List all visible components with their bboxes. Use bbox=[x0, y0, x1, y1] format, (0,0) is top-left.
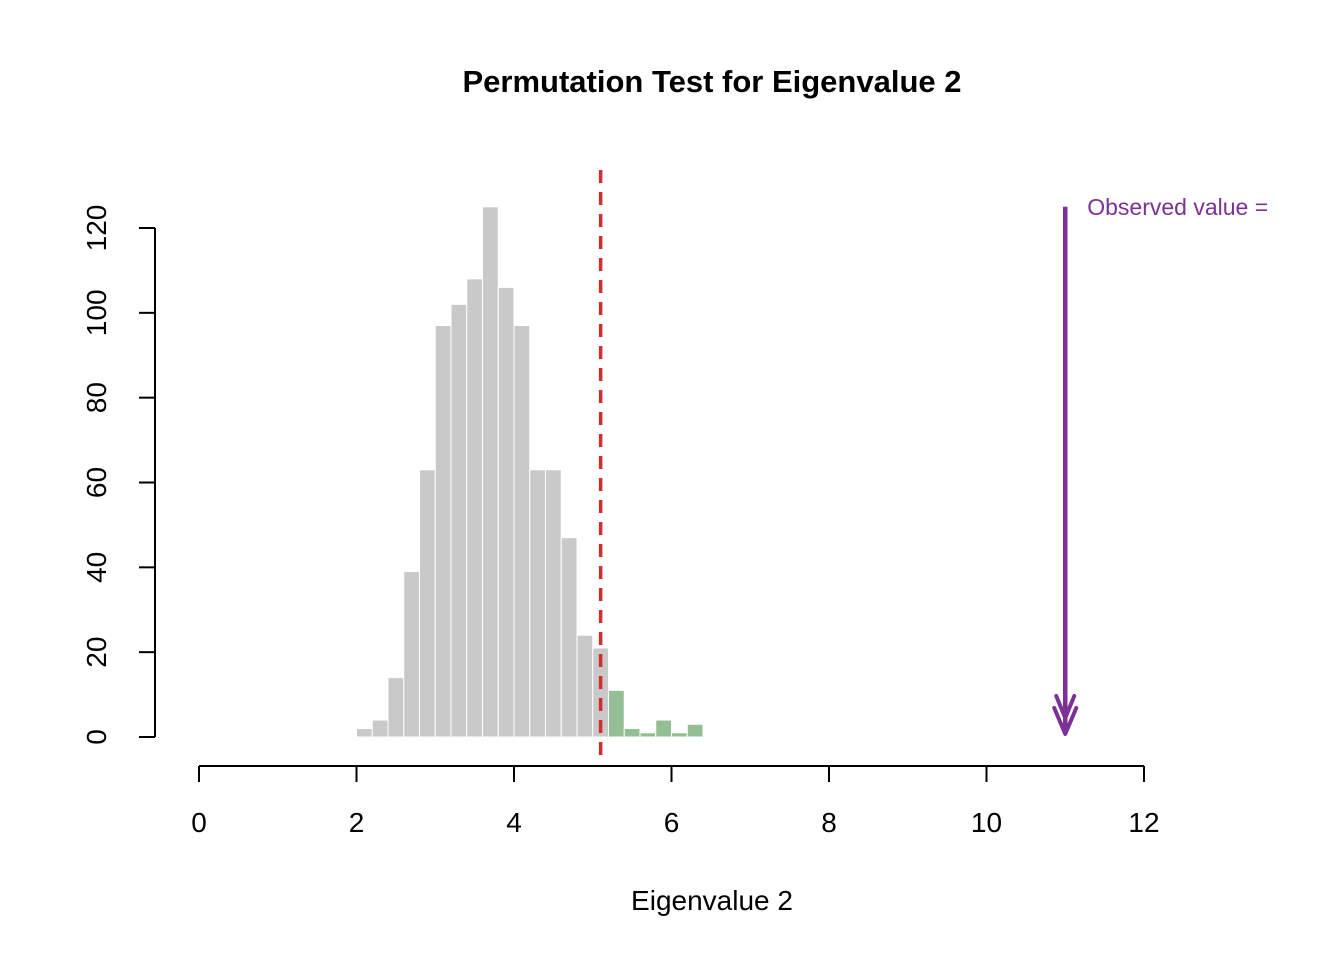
histogram-bar bbox=[419, 469, 436, 738]
arrowhead-icon bbox=[1052, 706, 1079, 736]
histogram-bar bbox=[560, 537, 578, 738]
y-tick-label: 20 bbox=[81, 637, 112, 668]
histogram-bar bbox=[403, 571, 420, 738]
x-tick-label: 2 bbox=[349, 807, 365, 838]
y-tick-label: 60 bbox=[81, 467, 112, 498]
histogram-bars bbox=[356, 206, 704, 738]
x-tick-label: 10 bbox=[971, 807, 1002, 838]
histogram-bar bbox=[608, 689, 625, 738]
chart-title: Permutation Test for Eigenvalue 2 bbox=[463, 64, 962, 99]
histogram-bar bbox=[655, 719, 672, 738]
observed-value-label: Observed value = bbox=[1087, 194, 1268, 220]
y-tick-label: 100 bbox=[81, 289, 112, 336]
histogram-bar bbox=[623, 728, 641, 738]
y-tick-label: 120 bbox=[81, 205, 112, 252]
x-tick-label: 12 bbox=[1128, 807, 1159, 838]
histogram-bar bbox=[639, 732, 657, 738]
histogram-bar bbox=[545, 469, 562, 738]
histogram-bar bbox=[356, 728, 373, 738]
histogram-bar bbox=[482, 206, 499, 738]
x-tick-label: 6 bbox=[664, 807, 680, 838]
histogram-bar bbox=[497, 286, 515, 738]
histogram-bar bbox=[529, 469, 546, 738]
x-axis-label: Eigenvalue 2 bbox=[631, 885, 793, 916]
observed-arrow bbox=[1052, 206, 1079, 736]
x-tick-label: 4 bbox=[506, 807, 522, 838]
histogram-bar bbox=[450, 303, 468, 738]
x-axis: 0 2 4 6 8 10 12 bbox=[191, 765, 1160, 838]
histogram-bar bbox=[466, 278, 483, 738]
arrowhead-icon bbox=[1054, 694, 1077, 720]
histogram-bar bbox=[671, 732, 688, 738]
y-axis: 0 20 40 60 80 100 120 bbox=[81, 205, 156, 745]
y-tick-label: 40 bbox=[81, 552, 112, 583]
x-tick-label: 8 bbox=[821, 807, 837, 838]
y-tick-label: 0 bbox=[81, 729, 112, 745]
histogram-bar bbox=[434, 325, 452, 738]
y-tick-label: 80 bbox=[81, 382, 112, 413]
histogram-bar bbox=[513, 325, 531, 738]
histogram-bar bbox=[371, 719, 389, 738]
histogram-bar bbox=[576, 634, 594, 738]
x-tick-label: 0 bbox=[191, 807, 207, 838]
histogram-bar bbox=[686, 723, 704, 738]
histogram-bar bbox=[387, 677, 405, 738]
